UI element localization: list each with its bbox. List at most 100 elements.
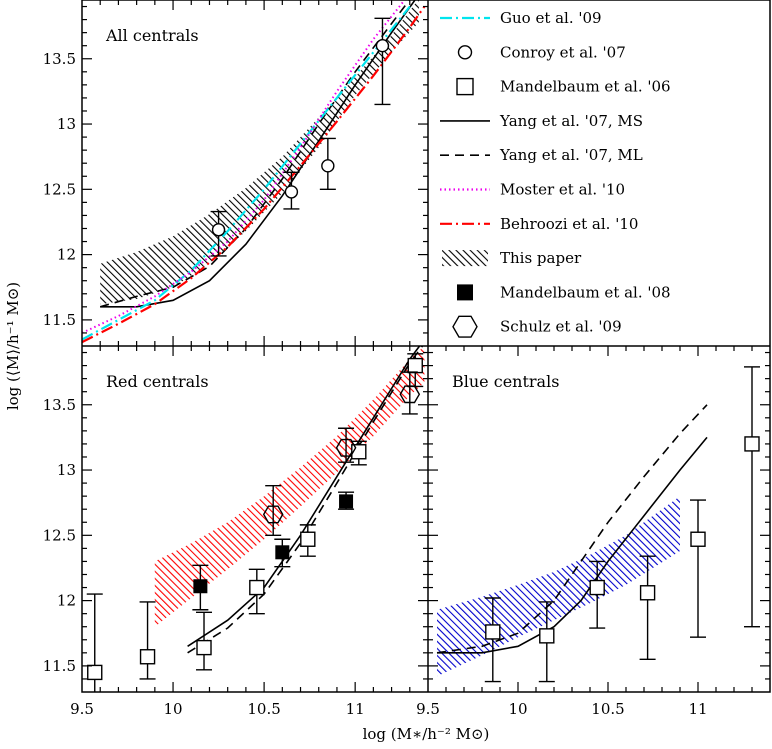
x-tick-label: 10.5	[247, 700, 280, 718]
x-tick-label: 10	[508, 700, 527, 718]
legend-label-mandelbaum06: Mandelbaum et al. '06	[500, 78, 671, 96]
x-tick-label: 10.5	[591, 700, 624, 718]
marker-circle	[375, 38, 390, 53]
y-axis-title: log (⟨M⟩/h⁻¹ M⊙)	[4, 282, 22, 410]
series-yang_ml-blue	[436, 404, 708, 654]
point-mandelbaum06-blue	[690, 499, 706, 638]
marker-circle	[211, 223, 226, 237]
y-tick-label: 11.5	[43, 311, 76, 329]
x-tick-label: 10	[164, 700, 183, 718]
y-tick-label: 12.5	[43, 526, 76, 544]
y-tick-label: 12.5	[43, 180, 76, 198]
legend-label-yang_ml: Yang et al. '07, ML	[499, 146, 643, 164]
marker-filled-square	[339, 494, 354, 509]
legend-label-schulz: Schulz et al. '09	[500, 318, 622, 336]
point-schulz-red	[399, 371, 421, 415]
y-tick-label: 13	[57, 461, 76, 479]
legend-label-conroy: Conroy et al. '07	[500, 43, 626, 61]
point-mandelbaum08-red	[274, 538, 291, 568]
point-conroy-all	[283, 171, 300, 210]
legend-swatch-filled-square	[457, 284, 473, 301]
x-tick-label: 11	[346, 700, 365, 718]
point-schulz-red	[335, 427, 357, 463]
legend-swatch-hatch	[442, 250, 488, 267]
legend-entry-yang_ml: Yang et al. '07, ML	[440, 146, 643, 164]
point-mandelbaum06-red	[299, 524, 316, 557]
point-mandelbaum06-red	[86, 593, 103, 692]
point-mandelbaum06-red	[248, 568, 265, 615]
y-tick-label: 13.5	[43, 50, 76, 68]
y-tick-label: 13.5	[43, 396, 76, 414]
plot-area-all	[82, 0, 426, 344]
marker-square	[300, 531, 316, 547]
point-conroy-all	[319, 137, 336, 191]
x-tick-label: 9.5	[70, 700, 94, 718]
point-mandelbaum06-blue	[589, 560, 606, 629]
legend-swatch-hexagon	[452, 315, 478, 338]
marker-filled-square	[193, 579, 208, 594]
marker-filled-square	[275, 545, 290, 560]
legend-entry-moster: Moster et al. '10	[440, 181, 625, 199]
series-guo-all	[82, 5, 411, 341]
marker-square	[589, 579, 605, 596]
point-mandelbaum06-blue	[639, 555, 656, 661]
series-yang_ml-all	[99, 0, 411, 308]
marker-circle	[321, 159, 335, 173]
series-behroozi-all	[82, 5, 426, 344]
point-conroy-all	[210, 210, 227, 257]
y-tick-label: 12	[57, 592, 76, 610]
marker-square	[744, 436, 760, 452]
legend-label-yang_ms: Yang et al. '07, MS	[499, 112, 643, 130]
plot-area-blue	[436, 366, 760, 683]
legend-label-mandelbaum08: Mandelbaum et al. '08	[500, 283, 671, 301]
marker-square	[87, 664, 103, 681]
marker-square	[407, 357, 423, 374]
marker-square	[690, 531, 706, 547]
plot-area-red	[86, 346, 425, 692]
legend-entry-thispaper: This paper	[442, 249, 582, 267]
marker-square	[249, 579, 265, 596]
legend-entry-conroy: Conroy et al. '07	[457, 43, 626, 61]
y-tick-label: 11.5	[43, 657, 76, 675]
panel-title-blue: Blue centrals	[452, 372, 559, 391]
legend-entry-mandelbaum08: Mandelbaum et al. '08	[457, 283, 671, 301]
legend-entry-mandelbaum06: Mandelbaum et al. '06	[456, 77, 671, 96]
series-yang_ms-red	[187, 346, 421, 647]
marker-hexagon	[262, 505, 284, 524]
x-tick-label: 9.5	[416, 700, 440, 718]
panel-blue-centrals: 9.5 10 10.5 11 Blue centrals	[416, 346, 770, 718]
legend-entry-behroozi: Behroozi et al. '10	[440, 215, 638, 233]
legend-swatch-square	[456, 77, 474, 96]
legend-swatch-circle	[457, 45, 473, 60]
marker-circle	[284, 185, 299, 199]
marker-square	[539, 628, 555, 644]
marker-hexagon	[399, 385, 421, 404]
point-mandelbaum06-blue	[484, 597, 501, 683]
panel-all-centrals: 11.5 12 12.5 13 13.5 All centrals	[43, 0, 428, 346]
legend-entry-guo: Guo et al. '09	[440, 9, 602, 27]
legend: Guo et al. '09 Conroy et al. '07 Mandelbau…	[440, 9, 671, 338]
panel-title-all: All centrals	[105, 26, 199, 45]
marker-square	[196, 639, 212, 656]
marker-hexagon	[335, 438, 357, 457]
marker-square	[485, 624, 501, 640]
y-tick-label: 12	[57, 246, 76, 264]
panel-title-red: Red centrals	[106, 372, 209, 391]
marker-square	[639, 585, 656, 601]
legend-label-moster: Moster et al. '10	[500, 181, 625, 199]
point-mandelbaum08-red	[192, 564, 209, 611]
legend-entry-yang_ms: Yang et al. '07, MS	[440, 112, 643, 130]
legend-entry-schulz: Schulz et al. '09	[452, 315, 622, 338]
point-mandelbaum06-red	[139, 601, 156, 680]
point-conroy-all	[374, 17, 391, 106]
panel-red-centrals: 9.5 10 10.5 11 11.5 12 12.5 13 13.5 Red centrals	[43, 346, 428, 718]
y-tick-label: 13	[57, 115, 76, 133]
band-all	[100, 0, 419, 305]
legend-label-behroozi: Behroozi et al. '10	[500, 215, 638, 233]
legend-label-guo: Guo et al. '09	[500, 9, 602, 27]
point-mandelbaum06-blue	[744, 366, 760, 628]
band-red	[154, 346, 425, 627]
series-yang_ms-blue	[437, 436, 708, 654]
x-axis-title: log (M∗/h⁻² M⊙)	[363, 725, 490, 743]
